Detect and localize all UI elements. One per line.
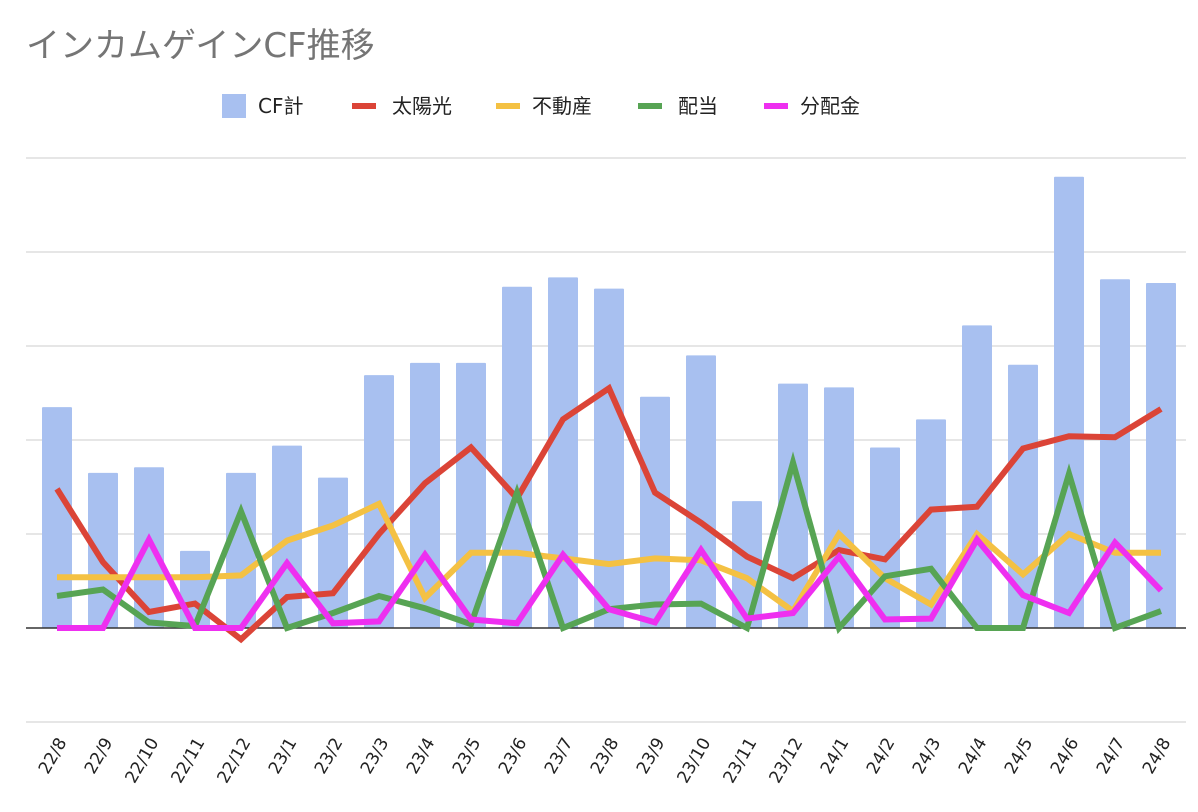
x-tick-label: 23/4 [403,735,439,778]
x-tick-label: 24/1 [817,735,853,778]
x-tick-label: 23/1 [265,735,301,778]
x-tick-label: 23/10 [674,735,716,787]
x-tick-label: 22/8 [35,735,71,778]
bar-24/4 [962,325,992,628]
chart-title: インカムゲインCF推移 [26,26,375,66]
line-series-不動産 [57,499,1161,616]
bar-23/1 [272,445,302,628]
bar-22/10 [134,467,164,628]
bar-23/2 [318,477,348,628]
bar-24/6 [1054,176,1084,629]
x-tick-label: 22/11 [168,735,210,787]
x-tick-label: 23/6 [495,735,531,778]
bar-23/10 [686,355,716,628]
x-tick-label: 23/2 [311,735,347,778]
legend-label: 太陽光 [392,94,452,118]
legend-label: 不動産 [532,94,592,118]
x-tick-label: 22/9 [81,735,117,778]
legend-swatch [222,94,246,118]
x-axis-ticks: 22/8 22/9 22/10 22/11 22/12 23/1 23/2 23/3 23/4 2… [35,735,1175,787]
x-tick-label: 23/5 [449,735,485,778]
x-tick-label: 24/3 [909,735,945,778]
x-tick-label: 24/5 [1001,735,1037,778]
x-tick-label: 24/4 [955,735,991,778]
line-series-太陽光 [54,383,1163,644]
x-tick-label: 22/12 [214,735,256,787]
bar-23/9 [640,396,670,628]
bar-22/12 [226,472,256,628]
bar-24/8 [1146,283,1176,628]
bar-23/8 [594,288,624,628]
x-tick-label: 23/12 [766,735,808,787]
line-series-分配金 [57,533,1164,631]
x-tick-label: 23/9 [633,735,669,778]
bar-24/7 [1100,279,1130,628]
bar-23/6 [502,286,532,628]
legend-label: CF計 [258,94,303,118]
x-tick-label: 24/8 [1139,735,1175,778]
legend-label: 配当 [678,94,718,118]
line-series [54,383,1164,644]
bar-23/7 [548,277,578,628]
bar-24/5 [1008,364,1038,628]
x-tick-label: 24/2 [863,735,899,778]
legend-label: 分配金 [800,94,860,118]
bar-23/12 [778,383,808,628]
bar-22/8 [42,407,72,628]
x-tick-label: 24/7 [1093,735,1129,778]
x-tick-label: 23/11 [720,735,762,787]
x-tick-label: 24/6 [1047,735,1083,778]
x-tick-label: 23/3 [357,735,393,778]
legend: CF計 太陽光 不動産 配当 分配金 [222,94,860,118]
x-tick-label: 22/10 [122,735,164,787]
x-tick-label: 23/7 [541,735,577,778]
bar-22/11 [180,550,210,628]
x-tick-label: 23/8 [587,735,623,778]
